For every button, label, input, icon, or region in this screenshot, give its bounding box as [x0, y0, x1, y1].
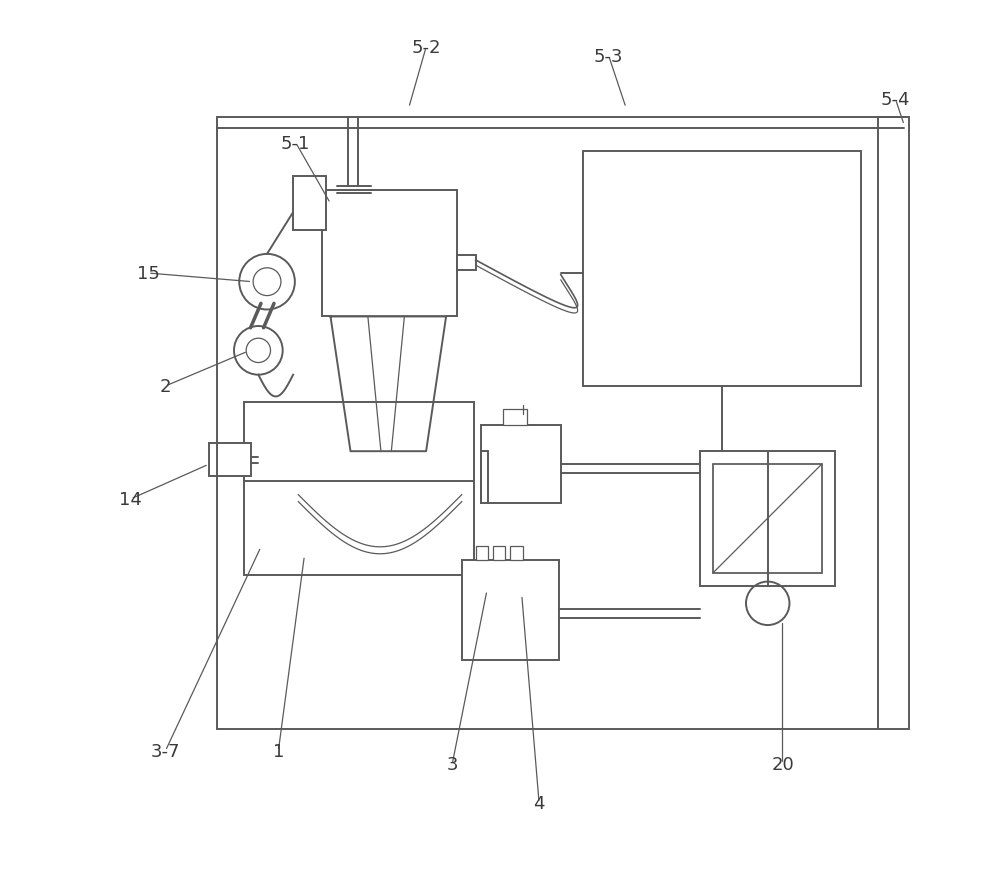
Bar: [700, 452, 835, 587]
Text: 4: 4: [533, 795, 545, 812]
Bar: [457, 255, 476, 271]
Text: 5-2: 5-2: [411, 39, 441, 57]
Bar: [583, 152, 861, 386]
Text: 3-7: 3-7: [151, 742, 180, 760]
Bar: [293, 176, 326, 230]
Text: 15: 15: [137, 265, 159, 283]
Text: 3: 3: [446, 755, 458, 773]
Bar: [481, 425, 561, 504]
Bar: [244, 402, 474, 482]
Bar: [713, 464, 822, 573]
Bar: [878, 118, 909, 729]
Text: 2: 2: [160, 377, 171, 395]
Bar: [244, 481, 474, 575]
Text: 20: 20: [771, 755, 794, 773]
Text: 5-3: 5-3: [594, 48, 623, 66]
Bar: [493, 547, 505, 560]
Bar: [209, 443, 251, 476]
Polygon shape: [330, 317, 446, 452]
Bar: [322, 191, 457, 317]
Bar: [462, 560, 559, 660]
Text: 14: 14: [119, 491, 142, 509]
Bar: [503, 410, 527, 425]
Text: 5-4: 5-4: [881, 91, 910, 109]
Bar: [476, 547, 488, 560]
Bar: [510, 547, 523, 560]
Text: 5-1: 5-1: [281, 135, 310, 152]
Text: 1: 1: [273, 742, 284, 760]
